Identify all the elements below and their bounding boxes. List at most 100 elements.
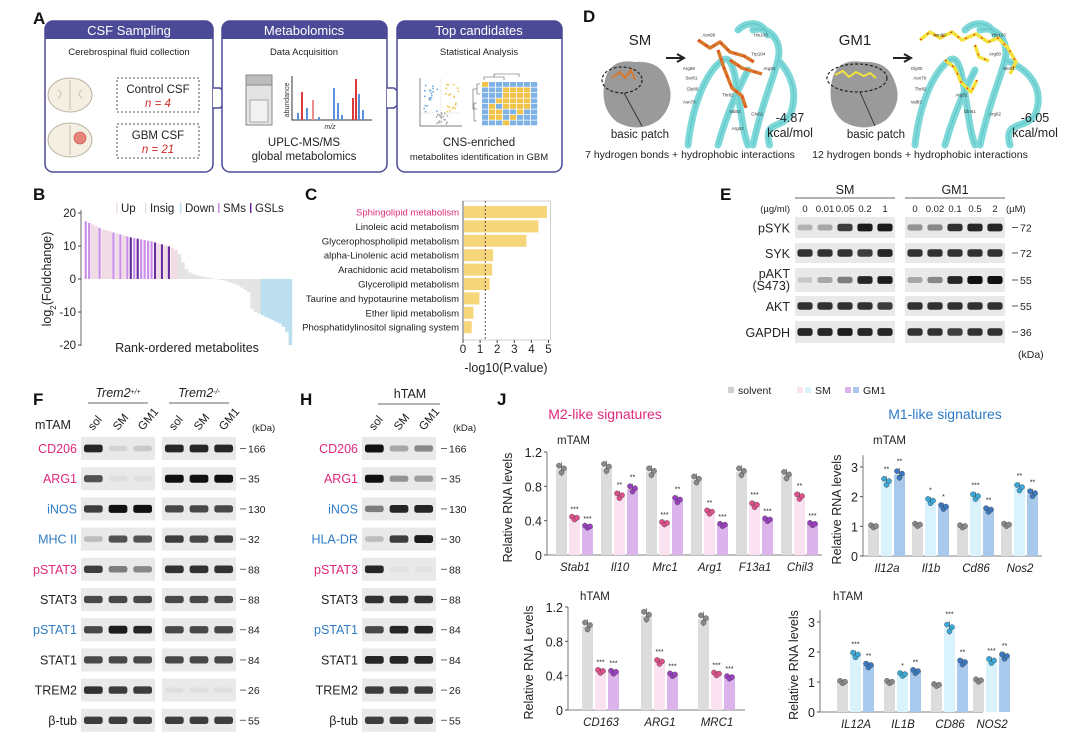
heatmap-cell [489, 120, 496, 126]
pathway-label: Linoleic acid metabolism [356, 222, 460, 233]
data-point [677, 496, 683, 503]
heatmap-cell [496, 115, 503, 120]
significance-marker: ** [675, 487, 681, 494]
band [164, 474, 184, 483]
band [364, 595, 384, 604]
pathway-label: Sphingolipid metabolism [356, 208, 459, 219]
data-point [988, 506, 994, 513]
x-category-label: ARG1 [643, 717, 675, 729]
heatmap-cell [496, 98, 503, 104]
protein-surface [603, 61, 671, 128]
heatmap-cell [496, 82, 503, 87]
docking-sm: SM basic patch Asn99 His103 Trp104 Arg52 Arg… [585, 20, 813, 161]
volcano-dot [453, 96, 456, 99]
bar-down [281, 279, 286, 327]
volcano-dot [432, 87, 434, 90]
ligand-oxygens [697, 39, 763, 109]
volcano-dot [424, 104, 427, 107]
band [797, 249, 813, 257]
band [389, 656, 409, 664]
legend-label: SM [815, 385, 831, 397]
bar-insig [177, 254, 182, 279]
mw-label: 166 [248, 444, 266, 456]
heatmap-cell [503, 120, 510, 126]
ribbon-edge [964, 23, 996, 36]
data-point [641, 609, 647, 615]
band [364, 686, 384, 694]
heatmap-cell [524, 87, 531, 93]
bar-gm1 [608, 672, 619, 710]
residue-label: Val83 [729, 109, 741, 114]
band [133, 476, 153, 482]
y-axis-label: Relative RNA levels [787, 610, 801, 720]
band [133, 625, 153, 634]
lane-label: sol [167, 414, 186, 433]
mw-label: 55 [449, 715, 461, 727]
step-subtitle: Cerebrospinal fluid collection [68, 47, 189, 58]
significance-marker: * [901, 663, 904, 670]
band [214, 687, 234, 693]
ligand-sticks [834, 69, 877, 79]
band [133, 535, 153, 543]
protein-label: CD206 [38, 442, 77, 456]
heatmap-cell [531, 93, 538, 98]
volcano-dot [436, 88, 439, 91]
bar-solvent [691, 479, 702, 555]
ribbon-edge [944, 69, 976, 146]
concentration-label: 2 [992, 204, 997, 215]
lane-label: GM1 [136, 406, 161, 433]
residue-label: His103 [754, 32, 769, 37]
band [837, 276, 853, 284]
data-point [600, 668, 606, 674]
band [108, 445, 128, 452]
bar-sm [970, 496, 981, 556]
heatmap-cell [503, 93, 510, 98]
bar-up [122, 235, 126, 279]
heatmap-cell [503, 82, 510, 87]
mw-label: 26 [248, 685, 260, 697]
band [857, 249, 873, 257]
bar-gm1 [724, 677, 735, 710]
cell-type-label: mTAM [35, 418, 71, 432]
data-point [936, 681, 942, 688]
band [817, 302, 833, 310]
data-point [850, 649, 856, 656]
heatmap-cell [517, 87, 524, 93]
residue-label: Asn79 [913, 76, 926, 81]
heatmap-cell [524, 109, 531, 115]
band [108, 595, 128, 604]
bar-gm1 [672, 500, 683, 555]
ribbon-edge [914, 58, 976, 146]
group-name: Control CSF [126, 84, 189, 96]
heatmap-cell [496, 87, 503, 93]
x-category-label: CD86 [935, 719, 965, 731]
data-point [975, 493, 981, 499]
heatmap-cell [489, 93, 496, 98]
band [83, 656, 103, 664]
significance-marker: ** [1030, 479, 1036, 486]
heatmap-cell [517, 93, 524, 98]
data-point [651, 468, 657, 474]
legend-label: solvent [738, 385, 771, 397]
step-title: CSF Sampling [87, 23, 171, 38]
band [857, 276, 873, 284]
heatmap-cell [510, 120, 517, 126]
mw-label: 88 [248, 564, 260, 576]
bar-insig [201, 276, 206, 279]
legend-swatch [250, 203, 252, 213]
x-category-label: IL1B [891, 719, 915, 731]
concentration-label: 0.1 [948, 204, 961, 215]
heatmap-cell [489, 82, 496, 87]
band [83, 536, 103, 542]
protein-label: iNOS [47, 502, 77, 516]
docking-gm1: GM1 basic patch Asn99 His103 Arg90 Ser81 Gly… [812, 20, 1058, 161]
band [364, 444, 384, 453]
band [389, 716, 409, 724]
bar-sm [711, 673, 722, 710]
data-point [613, 669, 619, 675]
band [967, 223, 983, 232]
band [83, 475, 103, 483]
volcano-dot [432, 90, 434, 93]
data-point [700, 619, 707, 626]
legend-swatch-sm-m1 [805, 387, 811, 393]
